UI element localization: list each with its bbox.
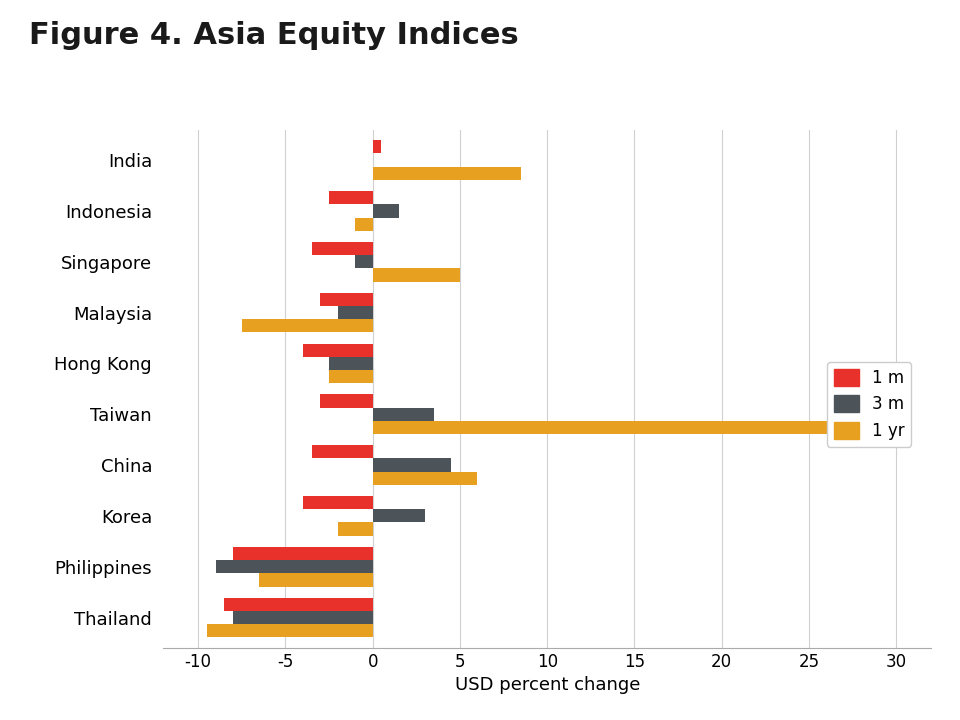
- Bar: [329, 191, 372, 204]
- Bar: [312, 242, 372, 255]
- Bar: [321, 395, 372, 408]
- Bar: [355, 217, 372, 230]
- Bar: [372, 509, 425, 523]
- Bar: [372, 204, 398, 217]
- Bar: [242, 319, 372, 333]
- Bar: [372, 472, 477, 485]
- Bar: [312, 445, 372, 459]
- X-axis label: USD percent change: USD percent change: [454, 676, 640, 694]
- Bar: [338, 523, 372, 536]
- Bar: [355, 255, 372, 269]
- Legend: 1 m, 3 m, 1 yr: 1 m, 3 m, 1 yr: [828, 362, 911, 446]
- Bar: [372, 420, 878, 434]
- Bar: [233, 547, 372, 560]
- Bar: [259, 573, 372, 587]
- Bar: [372, 269, 460, 282]
- Bar: [216, 560, 372, 573]
- Bar: [338, 306, 372, 319]
- Bar: [372, 140, 381, 153]
- Bar: [329, 370, 372, 383]
- Bar: [329, 357, 372, 370]
- Bar: [233, 611, 372, 624]
- Bar: [372, 459, 451, 472]
- Text: Figure 4. Asia Equity Indices: Figure 4. Asia Equity Indices: [29, 22, 518, 50]
- Bar: [302, 343, 372, 357]
- Bar: [206, 624, 372, 637]
- Bar: [225, 598, 372, 611]
- Bar: [372, 167, 521, 180]
- Bar: [321, 293, 372, 306]
- Bar: [302, 496, 372, 509]
- Bar: [372, 408, 434, 420]
